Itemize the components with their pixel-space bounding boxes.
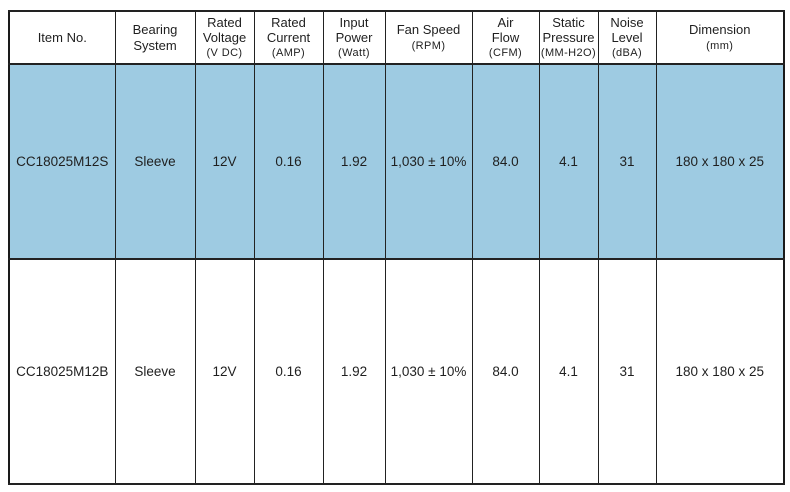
cell-air-flow: 84.0 xyxy=(471,63,540,260)
table-row-cc18025m12s: CC18025M12S Sleeve 12V 0.16 1.92 1,030 ±… xyxy=(8,63,785,260)
cell-input-power: 1.92 xyxy=(322,63,386,260)
cell-fan-speed: 1,030 ± 10% xyxy=(384,258,473,485)
cell-noise-level: 31 xyxy=(597,258,657,485)
table-row-cc18025m12b: CC18025M12B Sleeve 12V 0.16 1.92 1,030 ±… xyxy=(8,258,785,485)
col-header-noise-level: Noise Level (dBA) xyxy=(597,10,657,65)
col-header-label: Item No. xyxy=(37,29,87,45)
col-header-unit: (CFM) xyxy=(488,47,523,60)
col-header-dimension: Dimension (mm) xyxy=(655,10,785,65)
col-header-label: Dimension xyxy=(689,22,751,38)
cell-fan-speed: 1,030 ± 10% xyxy=(384,63,473,260)
cell-static-pressure: 4.1 xyxy=(538,258,599,485)
cell-rated-current: 0.16 xyxy=(253,258,324,485)
col-header-label: Input Power xyxy=(335,14,373,46)
col-header-bearing-system: Bearing System xyxy=(114,10,196,65)
col-header-rated-current: Rated Current (AMP) xyxy=(253,10,324,65)
cell-rated-voltage: 12V xyxy=(194,258,255,485)
col-header-unit: (mm) xyxy=(706,39,734,52)
cell-rated-current: 0.16 xyxy=(253,63,324,260)
col-header-unit: (AMP) xyxy=(271,47,306,60)
col-header-label: Rated Current xyxy=(266,14,311,46)
cell-input-power: 1.92 xyxy=(322,258,386,485)
col-header-label: Static Pressure xyxy=(542,14,595,46)
cell-bearing-system: Sleeve xyxy=(114,258,196,485)
col-header-unit: (V DC) xyxy=(206,47,243,60)
cell-air-flow: 84.0 xyxy=(471,258,540,485)
col-header-air-flow: Air Flow (CFM) xyxy=(471,10,540,65)
col-header-rated-voltage: Rated Voltage (V DC) xyxy=(194,10,255,65)
cell-rated-voltage: 12V xyxy=(194,63,255,260)
col-header-label: Fan Speed xyxy=(396,22,461,38)
col-header-unit: (dBA) xyxy=(611,47,643,60)
table-header-row: Item No. Bearing System Rated Voltage (V… xyxy=(8,10,785,65)
fan-spec-table: Item No. Bearing System Rated Voltage (V… xyxy=(8,10,785,485)
cell-item-no: CC18025M12S xyxy=(8,63,116,260)
col-header-fan-speed: Fan Speed (RPM) xyxy=(384,10,473,65)
cell-dimension: 180 x 180 x 25 xyxy=(655,258,785,485)
cell-item-no: CC18025M12B xyxy=(8,258,116,485)
col-header-label: Bearing System xyxy=(132,22,178,53)
cell-bearing-system: Sleeve xyxy=(114,63,196,260)
cell-dimension: 180 x 180 x 25 xyxy=(655,63,785,260)
col-header-unit: (MM-H2O) xyxy=(540,47,597,60)
col-header-input-power: Input Power (Watt) xyxy=(322,10,386,65)
col-header-label: Rated Voltage xyxy=(202,14,247,46)
col-header-label: Air Flow xyxy=(491,14,520,46)
cell-noise-level: 31 xyxy=(597,63,657,260)
col-header-item-no: Item No. xyxy=(8,10,116,65)
col-header-static-pressure: Static Pressure (MM-H2O) xyxy=(538,10,599,65)
col-header-unit: (Watt) xyxy=(338,47,370,60)
col-header-unit: (RPM) xyxy=(411,39,446,52)
col-header-label: Noise Level xyxy=(610,14,644,46)
cell-static-pressure: 4.1 xyxy=(538,63,599,260)
